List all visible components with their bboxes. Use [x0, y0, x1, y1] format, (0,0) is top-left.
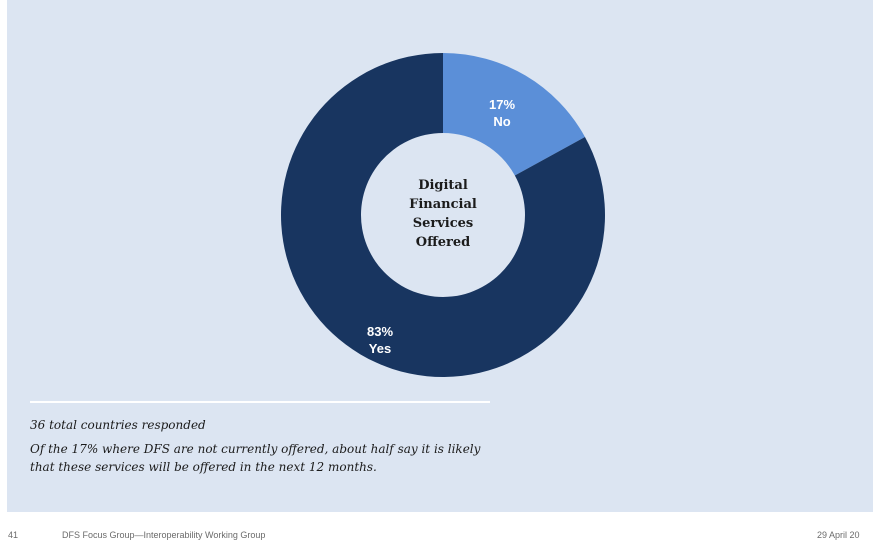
slice-category-yes: Yes: [368, 341, 392, 356]
donut-slice-yes: [280, 53, 605, 378]
divider-line: [30, 401, 490, 403]
slice-value-no: 17%: [488, 97, 516, 112]
donut-slice-no: [443, 53, 585, 176]
center-title-line: Services: [412, 216, 474, 231]
chart-center-title: Digital Financial Services Offered: [372, 176, 514, 252]
slice-label-no: 17% No: [477, 96, 527, 130]
slice-category-no: No: [493, 114, 511, 129]
center-title-line: Offered: [415, 235, 471, 250]
center-title-line: Financial: [409, 197, 477, 212]
center-title-line: Digital: [418, 178, 468, 193]
footer-title: DFS Focus Group—Interoperability Working…: [62, 530, 266, 540]
dfs-outlook-note: Of the 17% where DFS are not currently o…: [30, 442, 481, 474]
donut-chart: [280, 53, 605, 378]
slice-label-yes: 83% Yes: [355, 323, 405, 357]
page-number: 41: [8, 530, 19, 540]
response-count-note: 36 total countries responded: [30, 418, 206, 432]
footer-date: 29 April 20: [817, 530, 860, 540]
slice-value-yes: 83%: [366, 324, 394, 339]
